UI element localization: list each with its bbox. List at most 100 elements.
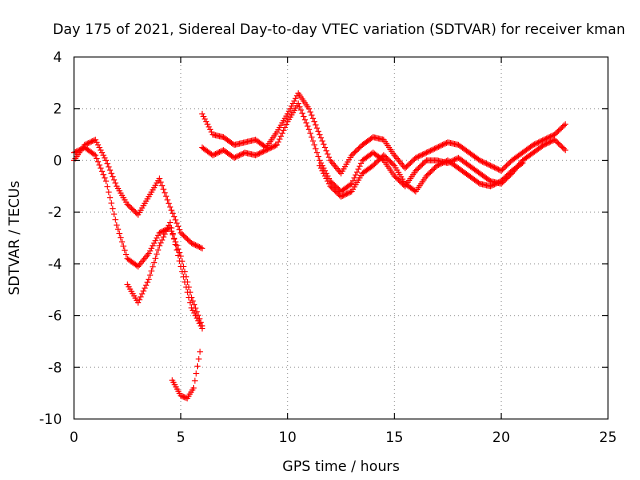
data-point	[307, 108, 314, 115]
data-point	[423, 172, 430, 179]
data-point	[560, 122, 567, 129]
data-point	[422, 150, 429, 157]
data-point	[233, 153, 240, 160]
data-point	[440, 159, 447, 166]
data-point	[197, 348, 204, 355]
data-point	[374, 158, 381, 165]
data-point	[376, 156, 383, 163]
data-point	[151, 240, 158, 247]
data-point	[340, 192, 347, 199]
data-point	[404, 162, 411, 169]
data-point	[412, 167, 419, 174]
data-point	[189, 240, 196, 247]
data-point	[77, 146, 84, 153]
data-point	[342, 191, 349, 198]
data-point	[542, 141, 549, 148]
data-point	[554, 128, 561, 135]
y-axis-label: SDTVAR / TECUs	[7, 181, 23, 296]
data-point	[196, 244, 203, 251]
chart-title: Day 175 of 2021, Sidereal Day-to-day VTE…	[53, 22, 625, 38]
data-point	[328, 184, 335, 191]
data-point	[131, 207, 138, 214]
data-point	[183, 284, 190, 291]
data-point	[562, 147, 569, 154]
data-point	[419, 151, 426, 158]
data-point	[305, 126, 312, 133]
data-point	[352, 148, 359, 155]
data-point	[92, 136, 99, 143]
data-point	[252, 152, 259, 159]
data-point	[551, 131, 558, 138]
data-point	[502, 174, 509, 181]
data-point	[212, 150, 219, 157]
data-point	[333, 184, 340, 191]
data-point	[478, 158, 485, 165]
data-point	[101, 154, 108, 161]
data-point	[562, 121, 569, 128]
data-point	[556, 141, 563, 148]
data-point	[500, 165, 507, 172]
x-axis-label: GPS time / hours	[282, 459, 399, 475]
data-point	[203, 118, 210, 125]
data-point	[145, 276, 152, 283]
data-point	[350, 150, 357, 157]
data-point	[492, 180, 499, 187]
data-point	[171, 235, 178, 242]
data-point	[424, 149, 431, 156]
data-point	[431, 165, 438, 172]
data-point	[188, 240, 195, 247]
data-point	[133, 210, 140, 217]
data-point	[119, 238, 126, 245]
data-point	[99, 149, 106, 156]
data-point	[351, 149, 358, 156]
data-point	[112, 180, 119, 187]
data-point	[319, 138, 326, 145]
data-point	[105, 189, 112, 196]
data-point	[424, 171, 431, 178]
data-point	[195, 243, 202, 250]
data-point	[176, 257, 183, 264]
data-point	[200, 113, 207, 120]
data-point	[136, 296, 143, 303]
data-point	[504, 171, 511, 178]
data-point	[93, 155, 100, 162]
data-point	[168, 224, 175, 231]
data-point	[479, 158, 486, 165]
data-point	[402, 165, 409, 172]
x-tick-label: 0	[70, 430, 79, 446]
data-point	[208, 128, 215, 135]
data-point	[277, 133, 284, 140]
data-point	[159, 236, 166, 243]
data-point	[426, 148, 433, 155]
data-point	[88, 138, 95, 145]
data-point	[313, 149, 320, 156]
data-point	[276, 136, 283, 143]
y-tick-label: -2	[48, 205, 62, 221]
data-point	[503, 162, 510, 169]
data-point	[427, 147, 434, 154]
data-point	[263, 147, 270, 154]
data-point	[179, 393, 186, 400]
data-point	[193, 370, 200, 377]
data-point	[172, 241, 179, 248]
data-point	[333, 189, 340, 196]
data-point	[105, 163, 112, 170]
data-point	[347, 181, 354, 188]
data-point	[107, 167, 114, 174]
data-point	[538, 138, 545, 145]
data-point	[519, 160, 526, 167]
data-point	[354, 169, 361, 176]
x-tick-label: 15	[385, 430, 403, 446]
data-point	[209, 152, 216, 159]
data-point	[280, 127, 287, 134]
data-point	[552, 138, 559, 145]
data-point	[323, 147, 330, 154]
data-point	[372, 160, 379, 167]
data-point	[348, 152, 355, 159]
y-tick-label: -8	[48, 360, 62, 376]
data-point	[97, 147, 104, 154]
data-point	[177, 253, 184, 260]
data-point	[140, 288, 147, 295]
data-point	[149, 263, 156, 270]
data-point	[410, 157, 417, 164]
